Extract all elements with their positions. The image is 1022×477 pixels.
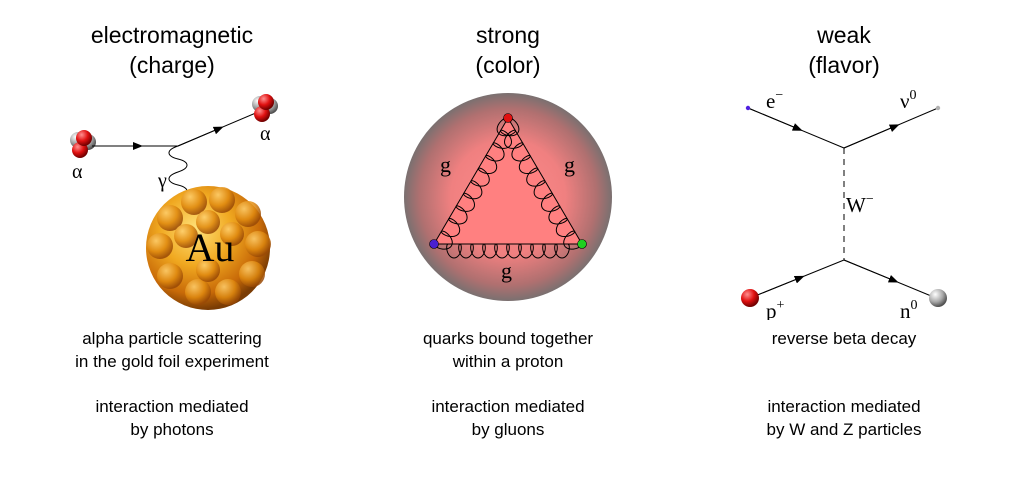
mediator-line: interaction mediated <box>431 397 585 416</box>
title-subline: (flavor) <box>808 52 880 78</box>
neutrino-dot <box>935 105 941 111</box>
nucleus-label: Au <box>186 225 235 270</box>
electron-label: e− <box>766 88 783 113</box>
gluon-bottom-label: g <box>501 258 512 283</box>
photon-label: γ <box>157 170 167 192</box>
gluon-springs <box>433 117 583 259</box>
electron-arrow <box>747 107 803 131</box>
quark-right <box>577 239 587 249</box>
neutron-arrow <box>843 259 899 283</box>
title-line: electromagnetic <box>90 22 254 48</box>
gluon-spring-right <box>496 117 583 250</box>
panel-mediator: interaction mediated by photons <box>2 395 342 441</box>
neutron-ball <box>929 289 947 307</box>
mediator-line: by photons <box>130 420 214 439</box>
description-line: in the gold foil experiment <box>75 352 269 371</box>
panel-description: reverse beta decay <box>674 327 1014 350</box>
panel-mediator: interaction mediated by gluons <box>338 395 678 441</box>
alpha-incoming-label: α <box>72 161 83 183</box>
description-line: reverse beta decay <box>771 329 917 348</box>
panel-weak: weak (flavor) <box>674 0 1014 477</box>
alpha-outgoing-label: α <box>260 123 271 145</box>
alpha-particle-outgoing <box>252 94 278 122</box>
alpha-outgoing-arrow <box>177 126 224 147</box>
proton-quark-diagram: g g g <box>404 93 612 301</box>
description-line: alpha particle scattering <box>82 329 262 348</box>
gluon-spring-bottom <box>446 243 570 259</box>
neutron-label: n0 <box>900 298 918 320</box>
panel-description: alpha particle scattering in the gold fo… <box>2 327 342 373</box>
quark-top <box>503 113 513 123</box>
panel-description: quarks bound together within a proton <box>338 327 678 373</box>
neutrino-arrow <box>843 124 900 149</box>
panel-title: strong (color) <box>338 20 678 80</box>
mediator-line: by W and Z particles <box>766 420 922 439</box>
panel-mediator: interaction mediated by W and Z particle… <box>674 395 1014 441</box>
panel-electromagnetic: electromagnetic (charge) <box>2 0 342 477</box>
alpha-particle-incoming <box>70 130 96 158</box>
neutrino-label: ν0 <box>900 88 917 113</box>
alpha-scattering-diagram: α α γ Au <box>70 94 278 310</box>
proton-label: p+ <box>766 298 785 320</box>
title-subline: (charge) <box>129 52 215 78</box>
description-line: quarks bound together <box>422 329 594 348</box>
mediator-line: by gluons <box>471 420 545 439</box>
mediator-line: interaction mediated <box>767 397 921 416</box>
title-line: strong <box>476 22 540 48</box>
panel-title: electromagnetic (charge) <box>2 20 342 80</box>
panel-title: weak (flavor) <box>674 20 1014 80</box>
description-line: within a proton <box>452 352 564 371</box>
mediator-line: interaction mediated <box>95 397 249 416</box>
title-line: weak <box>817 22 871 48</box>
electron-dot <box>745 105 751 111</box>
gluon-left-label: g <box>440 152 451 177</box>
reverse-beta-decay-diagram: e− ν0 W− p+ n0 <box>741 88 947 320</box>
quark-left <box>429 239 439 249</box>
title-subline: (color) <box>475 52 541 78</box>
gluon-spring-left <box>433 117 520 250</box>
boson-label: W− <box>846 192 874 217</box>
gluon-right-label: g <box>564 152 575 177</box>
photon-propagator <box>168 145 188 199</box>
panel-strong: strong (color) g g g quarks bound togeth… <box>338 0 678 477</box>
gold-nucleus <box>146 186 271 310</box>
proton-ball <box>741 289 759 307</box>
